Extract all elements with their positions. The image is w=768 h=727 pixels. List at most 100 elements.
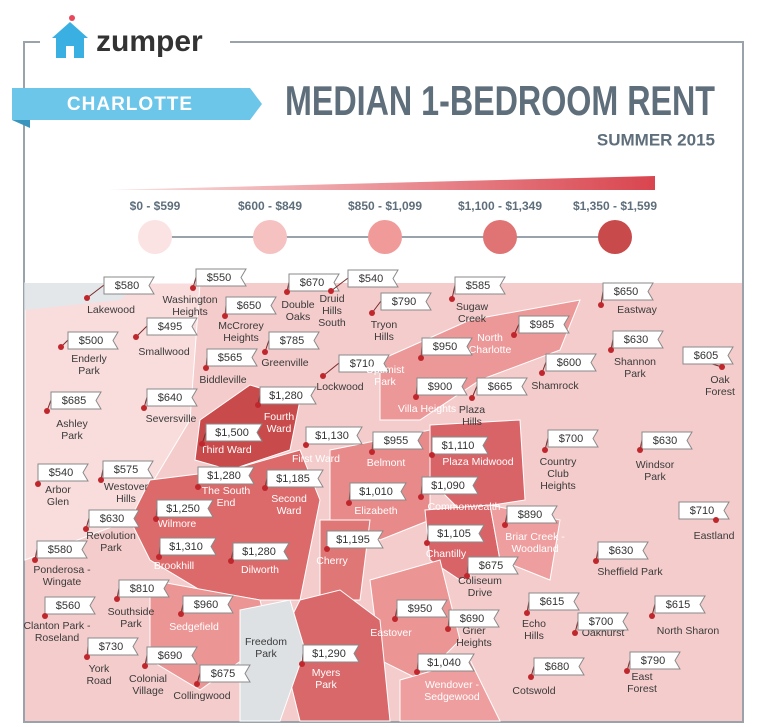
rent-flag: [597, 541, 649, 560]
rent-label: $550: [207, 272, 231, 284]
rent-flag: [156, 499, 214, 518]
location-dot: [449, 296, 455, 302]
rent-label: $600: [557, 357, 581, 369]
neighborhood-name: Shannon: [614, 356, 656, 368]
rent-flag: [88, 509, 140, 528]
neighborhood-name: Eastland: [694, 530, 735, 542]
neighborhood-name: Hills: [116, 493, 136, 505]
location-dot: [35, 481, 41, 487]
rent-flag: [417, 653, 475, 672]
legend-label: $1,350 - $1,599: [573, 199, 657, 213]
rent-flag: [305, 426, 363, 445]
location-dot: [418, 494, 424, 500]
rent-flag: [338, 354, 390, 373]
neighborhood-name: Sugaw: [456, 301, 489, 313]
location-dot: [222, 313, 228, 319]
rent-flag: [232, 542, 290, 561]
rent-label: $700: [559, 433, 583, 445]
location-dot: [539, 370, 545, 376]
rent-label: $960: [194, 599, 218, 611]
neighborhood-name: Plaza: [459, 404, 485, 416]
neighborhood-name: York: [89, 663, 110, 675]
rent-flag: [347, 269, 399, 288]
location-dot: [133, 334, 139, 340]
rent-label: $1,250: [166, 503, 200, 515]
location-dot: [84, 295, 90, 301]
location-dot: [228, 558, 234, 564]
neighborhood-name: Eastover: [370, 627, 412, 639]
rent-label: $500: [79, 335, 103, 347]
legend-label: $850 - $1,099: [348, 199, 422, 213]
neighborhood-name: Park: [644, 471, 666, 483]
location-dot: [369, 449, 375, 455]
neighborhood-name: Heights: [456, 637, 492, 649]
neighborhood-name: Hills: [524, 630, 544, 642]
neighborhood-name: Elizabeth: [354, 505, 397, 517]
flag-pole: [330, 277, 349, 292]
neighborhood-name: Sedgewood: [424, 691, 480, 703]
legend-swatch: [253, 220, 287, 254]
frame: [23, 41, 744, 723]
rent-label: $640: [158, 392, 182, 404]
location-dot: [418, 355, 424, 361]
rent-label: $580: [48, 544, 72, 556]
location-dot: [608, 347, 614, 353]
flag-pole: [86, 284, 105, 299]
rent-flag: [518, 315, 570, 334]
rent-flag: [545, 353, 597, 372]
location-dot: [303, 442, 309, 448]
neighborhood-name: Echo: [522, 618, 546, 630]
neighborhood-name: Glen: [47, 496, 69, 508]
location-dot: [324, 546, 330, 552]
rent-label: $900: [428, 381, 452, 393]
neighborhood-name: Fourth: [264, 411, 295, 423]
location-dot: [42, 613, 48, 619]
neighborhood-name: Ponderosa -: [33, 564, 91, 576]
neighborhood-name: Collingwood: [173, 690, 230, 702]
location-dot: [114, 596, 120, 602]
rent-flag: [416, 377, 468, 396]
logo-text: zumper: [96, 25, 203, 58]
location-dot: [598, 302, 604, 308]
neighborhood-name: Hills: [462, 416, 482, 428]
rent-flag: [372, 431, 424, 450]
location-dot: [637, 447, 643, 453]
location-dot: [593, 558, 599, 564]
neighborhood-name: Club: [547, 468, 569, 480]
rent-label: $685: [62, 395, 86, 407]
rent-label: $710: [690, 505, 714, 517]
rent-label: $680: [545, 661, 569, 673]
neighborhood-name: Shamrock: [531, 380, 579, 392]
neighborhood-name: Belmont: [367, 457, 406, 469]
rent-flag: [44, 596, 96, 615]
rent-label: $580: [115, 280, 139, 292]
location-dot: [511, 332, 517, 338]
rent-label: $1,500: [215, 427, 249, 439]
rent-label: $1,185: [276, 473, 310, 485]
rent-label: $630: [624, 334, 648, 346]
location-dot: [195, 484, 201, 490]
rent-label: $540: [359, 273, 383, 285]
neighborhood-name: Heights: [172, 306, 208, 318]
map: [24, 282, 742, 722]
neighborhood-name: End: [217, 497, 236, 509]
ribbon-fold: [12, 120, 30, 128]
location-dot: [320, 373, 326, 379]
rent-flag: [225, 296, 277, 315]
neighborhood-name: Chantilly: [426, 548, 467, 560]
location-dot: [414, 669, 420, 675]
neighborhood-name: East: [631, 671, 652, 683]
rent-flag: [476, 377, 528, 396]
rent-label: $690: [158, 650, 182, 662]
neighborhood-name: Heights: [223, 332, 259, 344]
rent-label: $670: [300, 277, 324, 289]
neighborhood-name: Biddleville: [199, 374, 246, 386]
neighborhood-name: Myers: [312, 667, 341, 679]
neighborhood-name: Park: [374, 376, 396, 388]
rent-flag: [197, 466, 255, 485]
legend-swatch: [483, 220, 517, 254]
legend-swatch: [138, 220, 172, 254]
rent-flag: [421, 476, 479, 495]
neighborhood-name: Plaza Midwood: [442, 456, 513, 468]
rent-flag: [146, 317, 198, 336]
